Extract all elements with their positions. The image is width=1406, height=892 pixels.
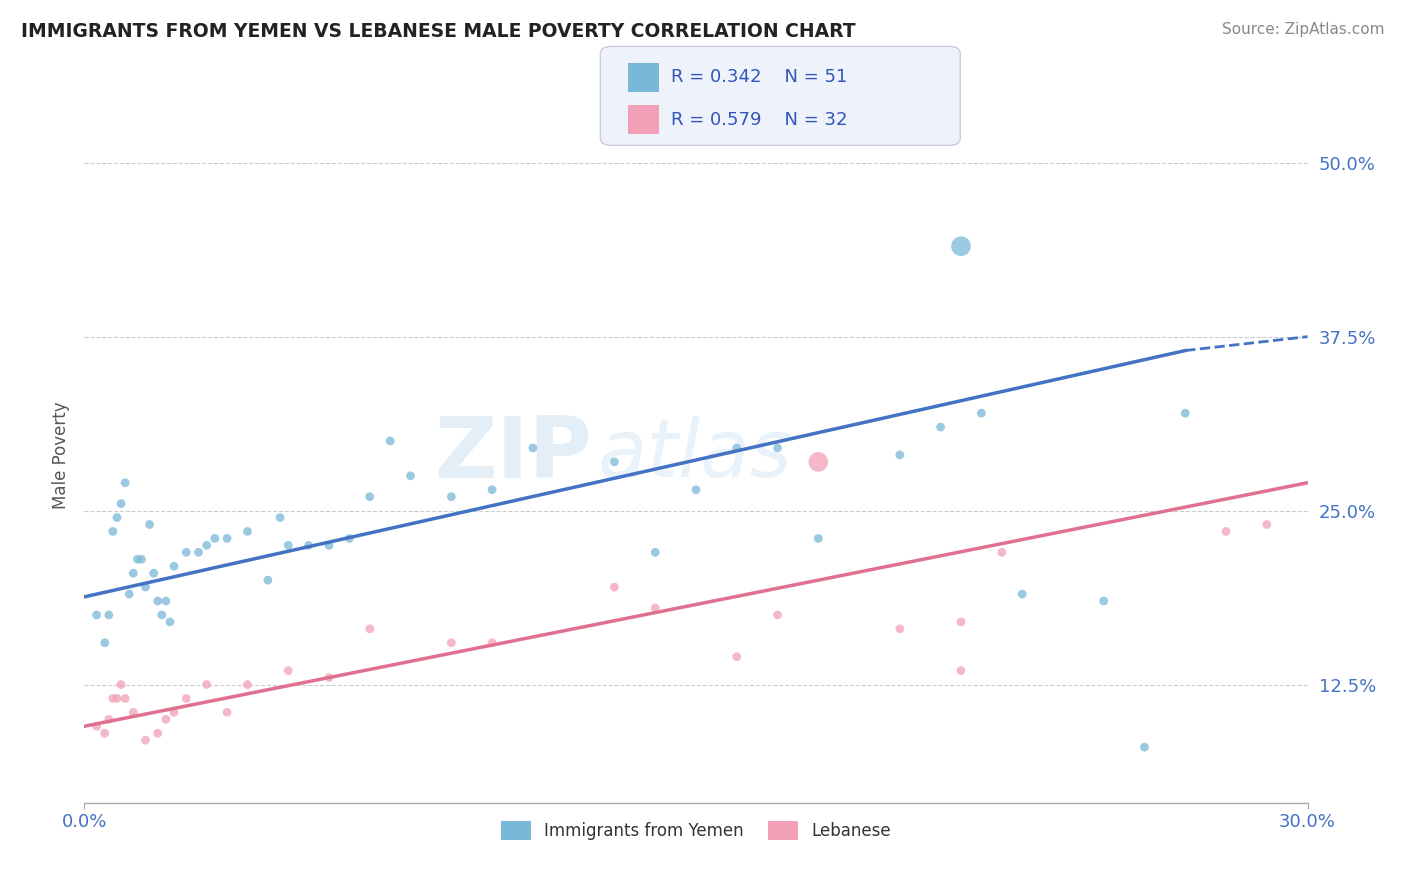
Point	[257, 573, 280, 587]
Point	[725, 649, 748, 664]
Point	[135, 580, 157, 594]
Point	[1215, 524, 1237, 539]
Point	[1011, 587, 1033, 601]
Point	[105, 691, 128, 706]
Point	[97, 712, 120, 726]
Point	[236, 677, 259, 691]
Text: R = 0.579    N = 32: R = 0.579 N = 32	[671, 111, 848, 128]
Point	[93, 636, 115, 650]
Point	[440, 636, 463, 650]
Point	[118, 587, 141, 601]
Point	[481, 636, 503, 650]
Point	[174, 691, 197, 706]
Point	[127, 552, 149, 566]
Point	[269, 510, 291, 524]
Point	[217, 532, 239, 546]
Point	[146, 594, 169, 608]
Point	[122, 706, 145, 720]
Point	[440, 490, 463, 504]
Point	[807, 532, 830, 546]
Point	[318, 538, 340, 552]
Point	[277, 664, 299, 678]
Point	[1256, 517, 1278, 532]
Point	[481, 483, 503, 497]
Point	[522, 441, 544, 455]
Point	[101, 691, 124, 706]
Point	[101, 524, 124, 539]
Point	[889, 448, 911, 462]
Point	[359, 490, 381, 504]
Point	[339, 532, 361, 546]
Point	[114, 475, 136, 490]
Point	[603, 580, 626, 594]
Point	[766, 607, 789, 622]
Point	[155, 594, 177, 608]
Point	[950, 239, 973, 253]
Point	[86, 719, 108, 733]
Point	[159, 615, 181, 629]
Point	[929, 420, 952, 434]
Point	[991, 545, 1014, 559]
Point	[155, 712, 177, 726]
Point	[399, 468, 422, 483]
Point	[1092, 594, 1115, 608]
Point	[277, 538, 299, 552]
Text: atlas: atlas	[598, 416, 793, 494]
Point	[163, 706, 186, 720]
Point	[685, 483, 707, 497]
Point	[236, 524, 259, 539]
Point	[163, 559, 186, 574]
Point	[298, 538, 321, 552]
Point	[204, 532, 226, 546]
Point	[889, 622, 911, 636]
Point	[950, 615, 973, 629]
Point	[93, 726, 115, 740]
Y-axis label: Male Poverty: Male Poverty	[52, 401, 70, 508]
Point	[110, 497, 132, 511]
Point	[318, 671, 340, 685]
Point	[114, 691, 136, 706]
Point	[1133, 740, 1156, 755]
Text: IMMIGRANTS FROM YEMEN VS LEBANESE MALE POVERTY CORRELATION CHART: IMMIGRANTS FROM YEMEN VS LEBANESE MALE P…	[21, 22, 856, 41]
Point	[195, 677, 218, 691]
Text: ZIP: ZIP	[434, 413, 592, 497]
Point	[603, 455, 626, 469]
Point	[187, 545, 209, 559]
Point	[1174, 406, 1197, 420]
Legend: Immigrants from Yemen, Lebanese: Immigrants from Yemen, Lebanese	[494, 814, 898, 847]
Point	[725, 441, 748, 455]
Point	[150, 607, 173, 622]
Point	[122, 566, 145, 581]
Point	[142, 566, 165, 581]
Point	[135, 733, 157, 747]
Point	[970, 406, 993, 420]
Point	[217, 706, 239, 720]
Point	[644, 601, 666, 615]
Point	[807, 455, 830, 469]
Point	[950, 664, 973, 678]
Text: Source: ZipAtlas.com: Source: ZipAtlas.com	[1222, 22, 1385, 37]
Point	[380, 434, 402, 448]
Point	[195, 538, 218, 552]
Point	[644, 545, 666, 559]
Point	[97, 607, 120, 622]
Point	[138, 517, 160, 532]
Point	[766, 441, 789, 455]
Point	[146, 726, 169, 740]
Point	[359, 622, 381, 636]
Point	[105, 510, 128, 524]
Point	[86, 607, 108, 622]
Point	[174, 545, 197, 559]
Point	[110, 677, 132, 691]
Text: R = 0.342    N = 51: R = 0.342 N = 51	[671, 69, 846, 87]
Point	[131, 552, 153, 566]
